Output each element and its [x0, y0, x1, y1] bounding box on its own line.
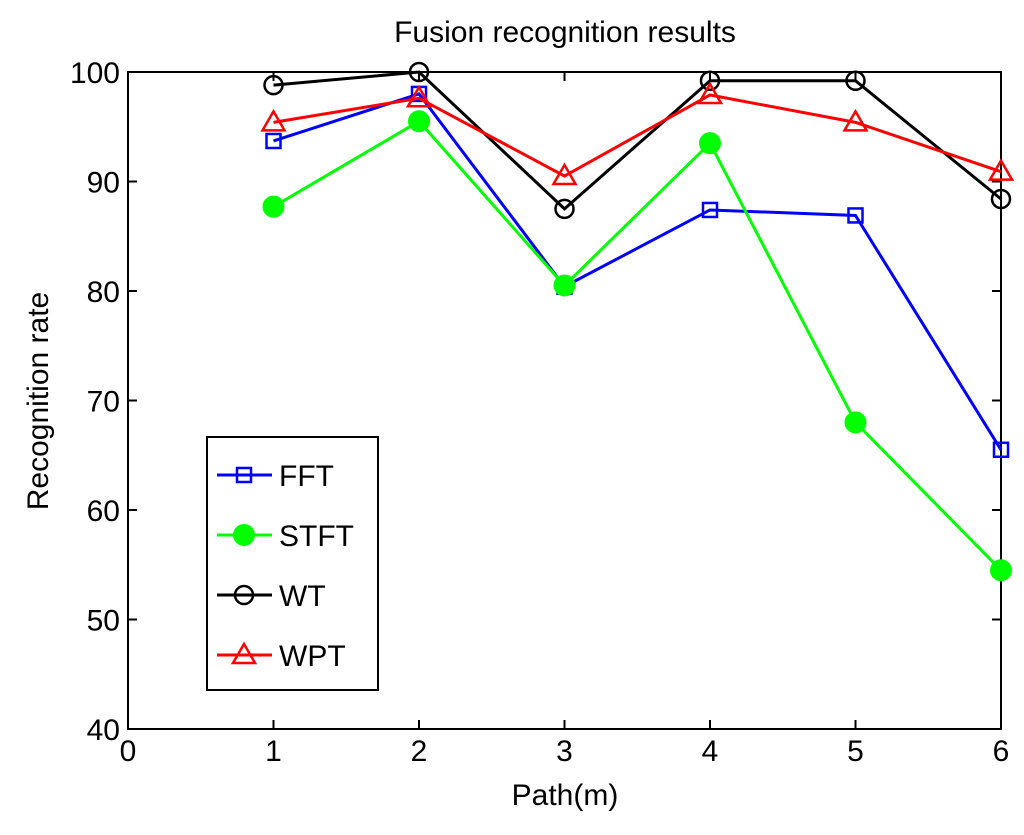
series-stft — [262, 110, 1012, 582]
x-tick-label: 5 — [847, 735, 864, 768]
point-wpt-3 — [551, 162, 578, 186]
legend-label-wpt: WPT — [279, 640, 346, 673]
point-wt-2 — [408, 61, 430, 83]
legend-label-wt: WT — [279, 580, 326, 613]
point-wt-4 — [699, 70, 721, 92]
point-fft-6 — [992, 441, 1010, 459]
legend-marker-wt — [233, 584, 255, 606]
x-tick-label: 3 — [556, 735, 573, 768]
point-stft-5 — [844, 411, 867, 434]
point-fft-1 — [265, 132, 282, 150]
point-wpt-5 — [842, 108, 869, 132]
point-wt-1 — [263, 74, 284, 96]
point-stft-3 — [553, 274, 576, 297]
x-tick-label: 0 — [120, 735, 137, 768]
legend-label-stft: STFT — [279, 520, 354, 553]
y-axis-label: Recognition rate — [22, 292, 55, 510]
point-stft-2 — [408, 110, 430, 133]
point-stft-4 — [699, 132, 721, 155]
x-tick-label: 6 — [993, 735, 1010, 768]
series-line-stft — [272, 119, 1003, 572]
x-tick-label: 2 — [411, 735, 428, 768]
series-line-wpt — [273, 93, 1002, 178]
point-wt-5 — [845, 70, 866, 92]
point-fft-5 — [847, 207, 864, 224]
series-wpt — [260, 81, 1015, 186]
y-tick-label: 100 — [70, 57, 120, 90]
y-tick-label: 90 — [87, 167, 120, 200]
series-wt — [263, 61, 1012, 220]
point-wt-3 — [554, 198, 575, 220]
point-wpt-6 — [987, 158, 1015, 181]
y-tick-label: 50 — [87, 605, 120, 638]
legend: FFT STFT WT WPT — [206, 436, 379, 691]
x-tick-label: 4 — [702, 735, 719, 768]
x-tick-label: 1 — [265, 735, 282, 768]
legend-marker-stft — [233, 524, 255, 546]
point-fft-4 — [701, 201, 719, 219]
chart-title: Fusion recognition results — [394, 16, 736, 49]
legend-label-fft: FFT — [279, 460, 334, 493]
legend-marker-wpt — [230, 641, 258, 665]
point-wpt-2 — [405, 84, 433, 108]
point-wpt-4 — [696, 81, 724, 105]
y-tick-label: 60 — [87, 495, 120, 528]
legend-box — [206, 436, 379, 691]
point-stft-6 — [990, 559, 1012, 582]
x-axis-label: Path(m) — [512, 779, 619, 812]
series-line-wt — [273, 70, 1002, 211]
y-tick-label: 40 — [87, 714, 120, 747]
point-wt-6 — [990, 188, 1012, 210]
legend-marker-fft — [235, 466, 253, 484]
y-tick-label: 80 — [87, 276, 120, 309]
point-stft-1 — [262, 195, 285, 218]
point-wpt-1 — [260, 108, 287, 132]
y-tick-label: 70 — [87, 386, 120, 419]
